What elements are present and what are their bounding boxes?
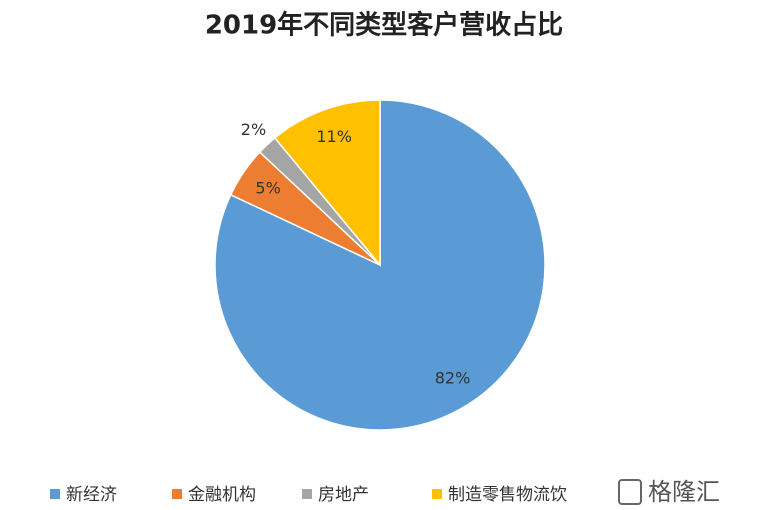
legend-label: 制造零售物流饮 — [448, 485, 567, 505]
watermark: 格隆汇 — [618, 478, 720, 506]
legend-swatch — [432, 489, 442, 499]
legend-swatch — [302, 489, 312, 499]
data-label: 82% — [435, 369, 471, 388]
legend-label: 房地产 — [318, 485, 369, 505]
data-label: 11% — [316, 127, 352, 146]
data-label: 2% — [241, 120, 266, 139]
watermark-text: 格隆汇 — [648, 478, 720, 506]
watermark-icon — [618, 479, 642, 505]
chart-title: 2019年不同类型客户营收占比 — [205, 10, 563, 41]
legend-label: 新经济 — [66, 485, 117, 505]
legend-label: 金融机构 — [188, 485, 256, 505]
pie-slice — [273, 99, 381, 268]
legend-swatch — [172, 489, 182, 499]
legend-swatch — [50, 489, 60, 499]
data-label: 5% — [255, 178, 280, 197]
